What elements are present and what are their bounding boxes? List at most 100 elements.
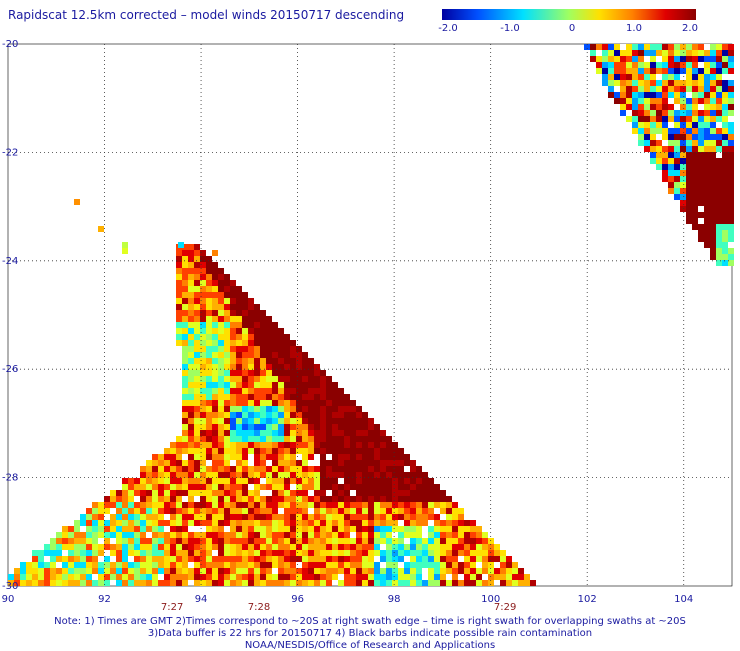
y-tick-label: -28 xyxy=(2,473,18,484)
data-cell xyxy=(698,110,704,116)
data-cell xyxy=(236,544,242,550)
data-cell xyxy=(656,134,662,140)
data-cell xyxy=(362,508,368,514)
data-cell xyxy=(74,532,80,538)
data-cell xyxy=(368,460,374,466)
data-cell xyxy=(188,250,194,256)
data-cell xyxy=(386,490,392,496)
data-cell xyxy=(698,236,704,242)
data-cell xyxy=(122,508,128,514)
data-cell xyxy=(302,412,308,418)
data-cell xyxy=(266,424,272,430)
data-cell xyxy=(704,218,710,224)
data-cell xyxy=(698,158,704,164)
data-cell xyxy=(296,358,302,364)
data-cell xyxy=(178,242,184,248)
data-cell xyxy=(50,568,56,574)
data-cell xyxy=(206,400,212,406)
data-cell xyxy=(116,490,122,496)
data-cell xyxy=(194,292,200,298)
data-cell xyxy=(644,116,650,122)
data-cell xyxy=(236,424,242,430)
data-cell xyxy=(302,352,308,358)
data-cell xyxy=(728,44,734,50)
data-cell xyxy=(158,532,164,538)
data-cell xyxy=(242,310,248,316)
data-cell xyxy=(248,400,254,406)
data-cell xyxy=(650,140,656,146)
data-cell xyxy=(716,254,722,260)
data-cell xyxy=(200,532,206,538)
data-cell xyxy=(392,520,398,526)
data-cell xyxy=(368,544,374,550)
colorbar-labels: -2.0 -1.0 0 1.0 2.0 xyxy=(438,23,698,34)
data-cell xyxy=(176,448,182,454)
data-cell xyxy=(122,550,128,556)
data-cell xyxy=(86,568,92,574)
data-cell xyxy=(614,86,620,92)
data-cell xyxy=(98,502,104,508)
data-cell xyxy=(296,484,302,490)
data-cell xyxy=(314,514,320,520)
data-cell xyxy=(494,568,500,574)
data-cell xyxy=(290,460,296,466)
data-cell xyxy=(506,562,512,568)
data-cell xyxy=(98,514,104,520)
data-cell xyxy=(200,304,206,310)
data-cell xyxy=(272,430,278,436)
data-cell xyxy=(176,262,182,268)
data-cell xyxy=(206,502,212,508)
data-cell xyxy=(356,550,362,556)
data-cell xyxy=(242,478,248,484)
data-cell xyxy=(206,466,212,472)
data-cell xyxy=(662,92,668,98)
data-cell xyxy=(254,454,260,460)
data-cell xyxy=(674,194,680,200)
data-cell xyxy=(392,568,398,574)
data-cell xyxy=(224,520,230,526)
data-cell xyxy=(326,478,332,484)
data-cell xyxy=(140,568,146,574)
data-cell xyxy=(278,382,284,388)
data-cell xyxy=(728,86,734,92)
data-cell xyxy=(434,484,440,490)
data-cell xyxy=(350,550,356,556)
data-cell xyxy=(224,358,230,364)
data-cell xyxy=(182,538,188,544)
data-cell xyxy=(380,454,386,460)
data-cell xyxy=(212,298,218,304)
data-cell xyxy=(698,62,704,68)
data-cell xyxy=(482,532,488,538)
data-cell xyxy=(200,562,206,568)
data-cell xyxy=(158,538,164,544)
data-cell xyxy=(650,80,656,86)
data-cell xyxy=(722,212,728,218)
data-cell xyxy=(416,562,422,568)
data-cell xyxy=(470,526,476,532)
data-cell xyxy=(698,170,704,176)
data-cell xyxy=(662,146,668,152)
x-tick-label: 96 xyxy=(291,594,304,605)
data-cell xyxy=(134,562,140,568)
data-cell xyxy=(230,328,236,334)
data-cell xyxy=(188,358,194,364)
data-cell xyxy=(308,382,314,388)
data-cell xyxy=(248,346,254,352)
data-cell xyxy=(284,418,290,424)
data-cell xyxy=(398,502,404,508)
data-cell xyxy=(242,418,248,424)
data-cell xyxy=(290,538,296,544)
data-cell xyxy=(410,544,416,550)
data-cell xyxy=(194,520,200,526)
data-cell xyxy=(50,580,56,586)
data-cell xyxy=(626,56,632,62)
data-cell xyxy=(242,340,248,346)
data-cell xyxy=(698,176,704,182)
data-cell xyxy=(374,568,380,574)
data-cell xyxy=(308,424,314,430)
data-cell xyxy=(266,472,272,478)
data-cell xyxy=(500,580,506,586)
data-cell xyxy=(248,496,254,502)
data-cell xyxy=(68,532,74,538)
data-cell xyxy=(212,562,218,568)
